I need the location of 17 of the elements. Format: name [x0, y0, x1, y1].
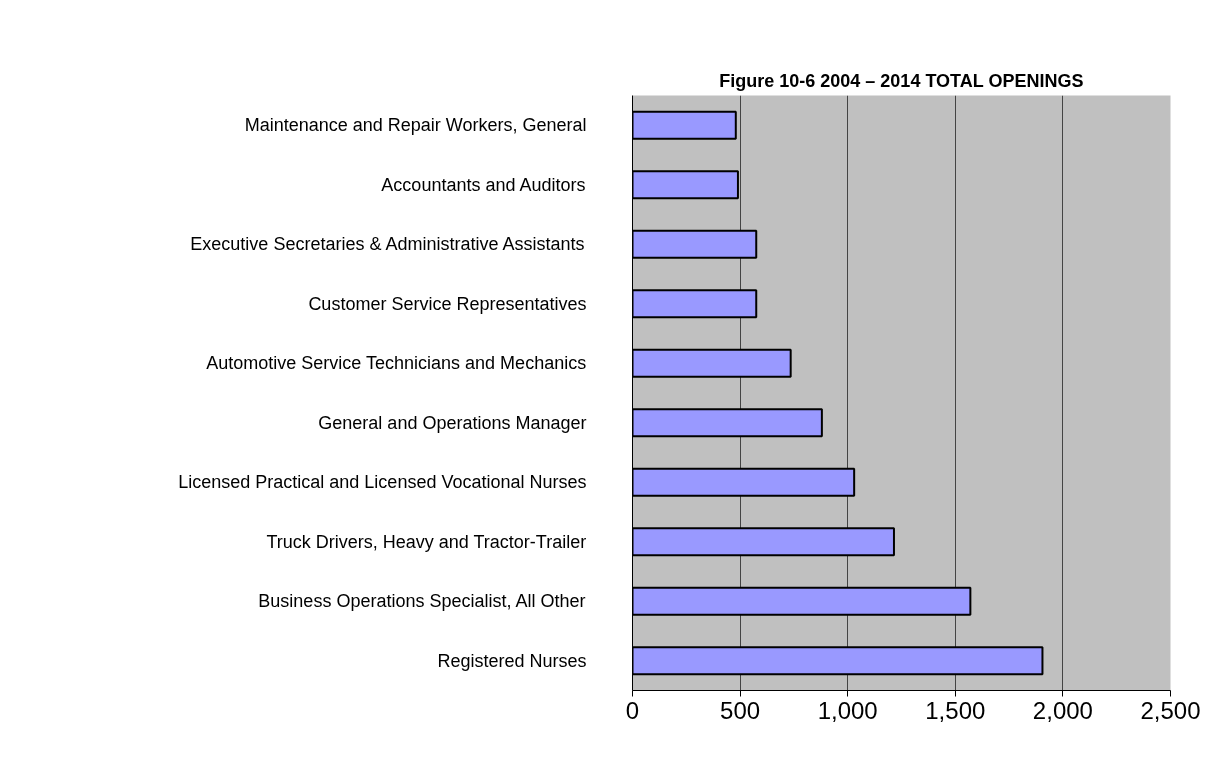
y-tick-label: Accountants and Auditors: [381, 174, 586, 195]
y-tick-label: General and Operations Manager: [318, 412, 587, 433]
x-tick-label: 0: [625, 696, 640, 724]
y-tick-label: Maintenance and Repair Workers, General: [244, 115, 587, 136]
x-tick-label: 1,000: [817, 696, 878, 724]
x-tick-label: 1,500: [925, 696, 986, 724]
y-tick-label: Business Operations Specialist, All Other: [258, 591, 586, 612]
y-tick-label: Truck Drivers, Heavy and Tractor-Trailer: [266, 531, 587, 552]
y-tick-label: Automotive Service Technicians and Mechanics: [206, 353, 587, 374]
y-tick-label: Registered Nurses: [437, 650, 587, 671]
y-tick-label: Customer Service Representatives: [308, 293, 587, 314]
x-tick-label: 2,000: [1032, 696, 1093, 724]
x-tick-label: 2,500: [1140, 696, 1201, 724]
y-tick-label: Executive Secretaries & Administrative Assistants: [190, 234, 585, 255]
y-tick-label: Licensed Practical and Licensed Vocational Nurses: [178, 472, 587, 493]
x-tick-label: 500: [720, 696, 761, 724]
chart-title: Figure 10-6 2004 – 2014 TOTAL OPENINGS: [719, 70, 1084, 91]
